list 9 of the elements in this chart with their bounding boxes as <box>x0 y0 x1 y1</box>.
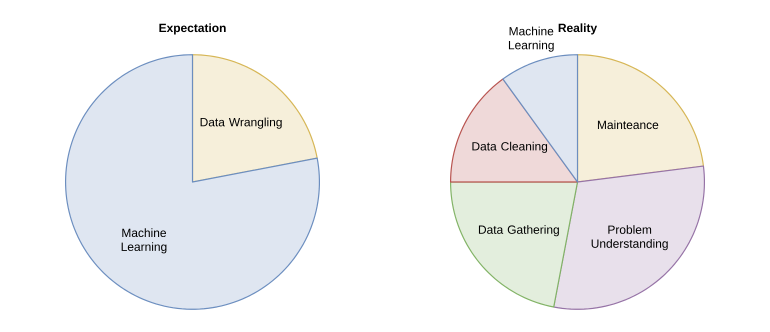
slice-label: Machine Learning <box>508 26 554 52</box>
slice-label: Data Cleaning <box>472 142 548 153</box>
slice-label: Data Wrangling <box>200 118 282 129</box>
chart-title: Reality <box>558 23 598 34</box>
slice-label: Mainteance <box>598 120 658 130</box>
slice-label: Machine Learning <box>122 228 166 254</box>
slice-label: Problem Understanding <box>592 225 668 250</box>
slice-label: Data Gathering <box>478 225 559 236</box>
chart-title: Expectation <box>159 23 226 34</box>
